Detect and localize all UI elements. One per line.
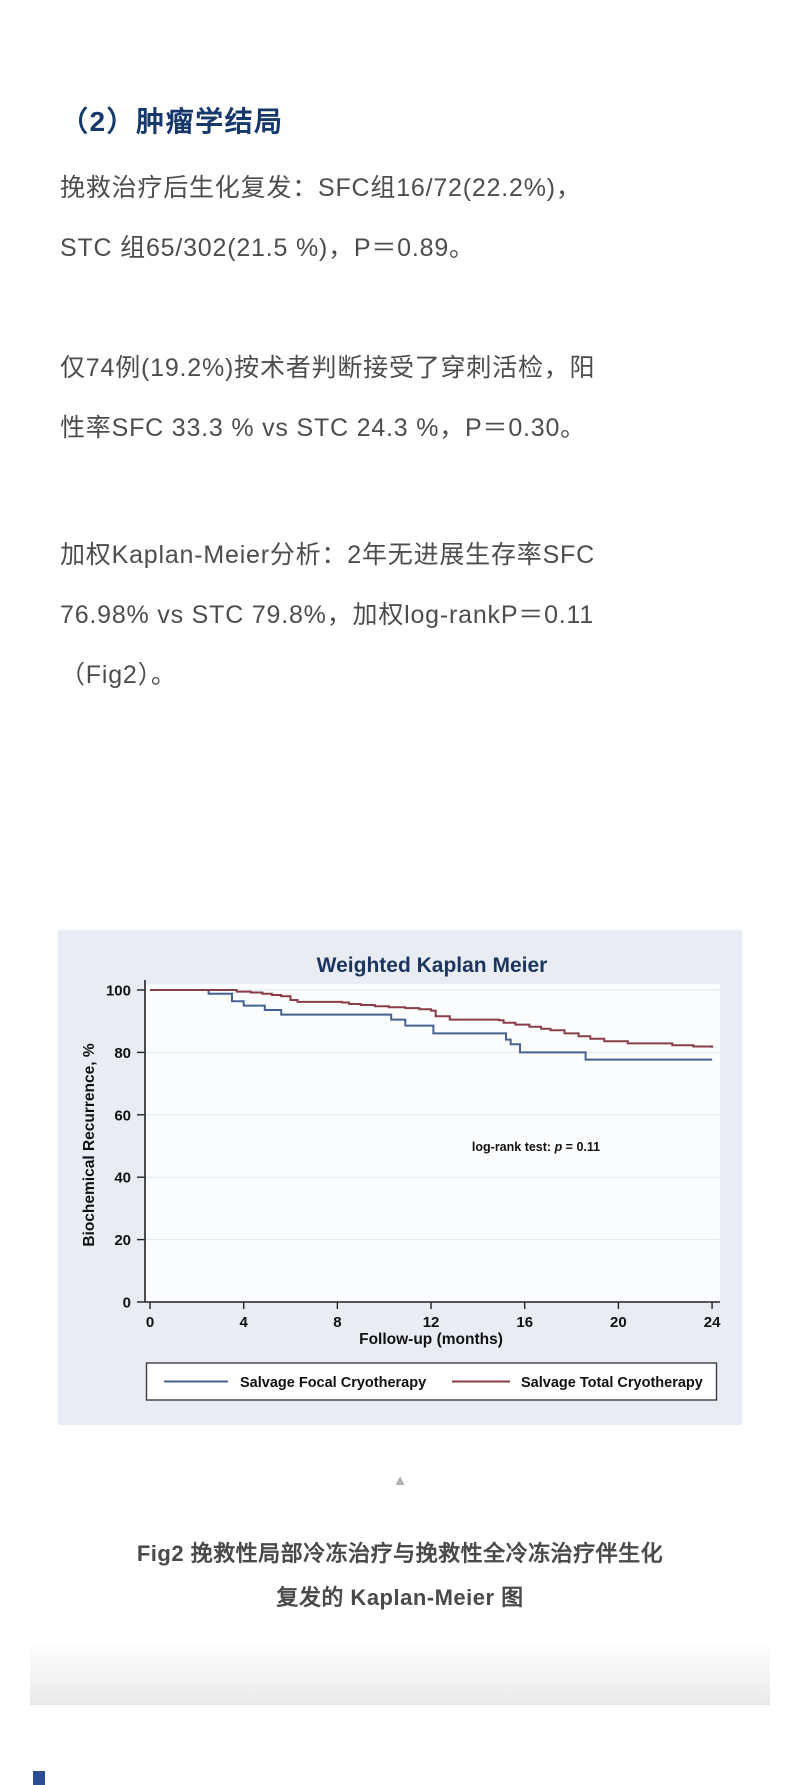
paragraph-line: （Fig2）。 (60, 661, 177, 689)
caption-line: Fig2 挽救性局部冷冻治疗与挽救性全冷冻治疗伴生化 (136, 1541, 664, 1566)
y-tick-label: 100 (106, 983, 131, 1000)
series-stc-curve (150, 989, 714, 1048)
x-tick-label: 0 (146, 1314, 154, 1331)
paragraph-bcr: 挽救治疗后生化复发：SFC组16/72(22.2%)， STC 组65/302(… (60, 158, 582, 278)
paragraph-line: 性率SFC 33.3 % vs STC 24.3 %，P＝0.30。 (60, 414, 586, 442)
paragraph-line: 仅74例(19.2%)按术者判断接受了穿刺活检，阳 (60, 354, 596, 382)
collapse-arrow-icon[interactable]: ▲ (392, 1472, 408, 1489)
y-tick-label: 0 (123, 1295, 131, 1312)
kaplan-meier-chart: Weighted Kaplan Meier 0 20 40 60 80 100 0 4 8 12 16… (81, 954, 721, 1401)
y-tick-label: 80 (114, 1045, 131, 1062)
legend-stc-label: Salvage Total Cryotherapy (521, 1375, 703, 1391)
y-tick-label: 40 (114, 1170, 131, 1187)
x-tick-label: 4 (240, 1314, 249, 1331)
series-sfc-curve (150, 989, 713, 1061)
x-tick-label: 20 (610, 1314, 627, 1331)
section-heading: （2）肿瘤学结局 (60, 106, 284, 137)
log-rank-annotation: log-rank test: p = 0.11 (472, 1140, 600, 1154)
legend-box (145, 1362, 718, 1401)
paragraph-km-analysis: 加权Kaplan-Meier分析：2年无进展生存率SFC 76.98% vs S… (60, 525, 595, 705)
y-tick-label: 60 (114, 1107, 131, 1124)
paragraph-line: STC 组65/302(21.5 %)，P＝0.89。 (60, 234, 475, 262)
x-axis-label: Follow-up (months) (359, 1331, 503, 1348)
y-tick-label: 20 (114, 1232, 131, 1249)
y-axis-label: Biochemical Recurrence, % (81, 1043, 98, 1247)
plot-area (145, 984, 720, 1302)
paragraph-line: 76.98% vs STC 79.8%，加权log-rankP＝0.11 (60, 601, 595, 629)
x-tick-label: 24 (704, 1314, 721, 1331)
figure-caption: Fig2 挽救性局部冷冻治疗与挽救性全冷冻治疗伴生化 复发的 Kaplan-Me… (0, 1532, 800, 1620)
x-tick-label: 16 (516, 1314, 533, 1331)
paragraph-line: 加权Kaplan-Meier分析：2年无进展生存率SFC (60, 541, 595, 569)
figure-card: Weighted Kaplan Meier 0 20 40 60 80 100 0 4 8 12 16… (58, 930, 742, 1425)
caption-line: 复发的 Kaplan-Meier 图 (276, 1585, 524, 1610)
paragraph-biopsy: 仅74例(19.2%)按术者判断接受了穿刺活检，阳 性率SFC 33.3 % v… (60, 338, 595, 458)
x-tick-label: 12 (423, 1314, 440, 1331)
next-section-marker (33, 1771, 45, 1785)
x-tick-label: 8 (333, 1314, 341, 1331)
chart-title: Weighted Kaplan Meier (317, 954, 548, 977)
legend-sfc-label: Salvage Focal Cryotherapy (240, 1375, 426, 1391)
bottom-gradient-divider (30, 1645, 770, 1705)
paragraph-line: 挽救治疗后生化复发：SFC组16/72(22.2%)， (60, 174, 582, 202)
